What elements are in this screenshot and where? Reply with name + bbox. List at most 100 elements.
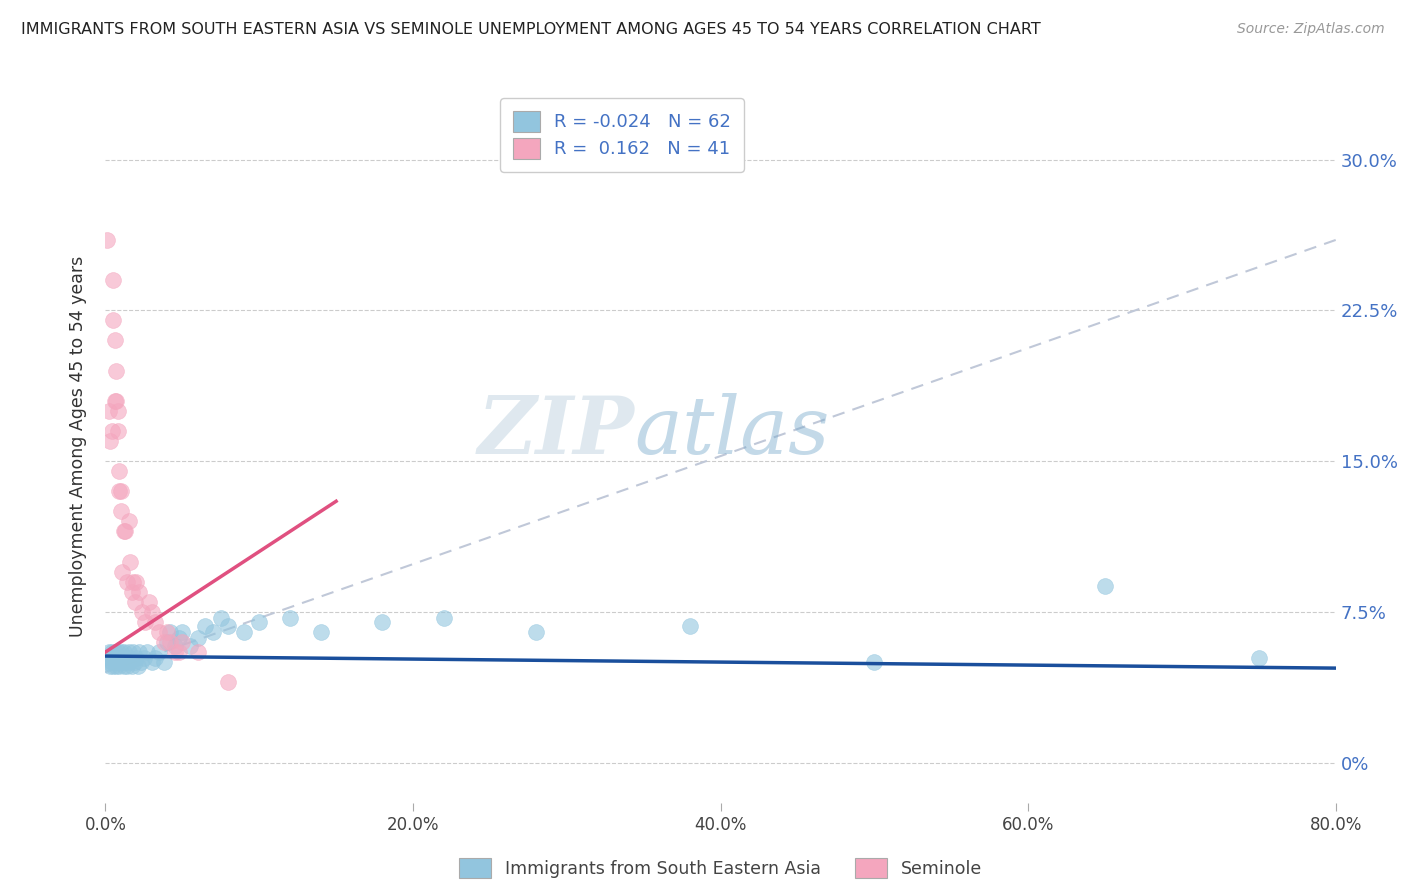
Point <box>179 639 201 653</box>
Point <box>131 605 153 619</box>
Point <box>105 659 128 673</box>
Point <box>105 363 128 377</box>
Point <box>125 574 148 589</box>
Point <box>129 655 152 669</box>
Point <box>136 645 159 659</box>
Point <box>124 655 146 669</box>
Point <box>143 651 166 665</box>
Point <box>679 619 702 633</box>
Point <box>96 655 118 669</box>
Point <box>96 233 118 247</box>
Point <box>98 434 121 448</box>
Point <box>100 645 122 659</box>
Legend: Immigrants from South Eastern Asia, Seminole: Immigrants from South Eastern Asia, Semi… <box>451 849 990 887</box>
Point <box>110 645 132 659</box>
Point <box>163 639 186 653</box>
Point <box>110 484 132 499</box>
Point <box>128 645 150 659</box>
Point <box>433 611 456 625</box>
Point <box>247 615 270 629</box>
Point <box>232 624 254 639</box>
Point <box>117 645 139 659</box>
Point <box>218 619 240 633</box>
Point <box>111 651 134 665</box>
Point <box>371 615 394 629</box>
Point <box>194 619 217 633</box>
Point <box>108 464 131 478</box>
Point <box>104 645 127 659</box>
Point <box>112 659 135 673</box>
Point <box>115 659 138 673</box>
Point <box>105 651 128 665</box>
Point <box>120 651 141 665</box>
Point <box>172 635 194 649</box>
Point <box>101 313 124 327</box>
Point <box>110 504 132 518</box>
Point <box>112 524 135 539</box>
Point <box>107 655 129 669</box>
Point <box>101 659 124 673</box>
Point <box>202 624 225 639</box>
Point <box>108 651 131 665</box>
Point <box>128 584 150 599</box>
Point <box>100 655 122 669</box>
Point <box>98 651 121 665</box>
Point <box>153 655 176 669</box>
Point <box>524 624 547 639</box>
Point <box>104 334 127 348</box>
Point <box>278 611 301 625</box>
Point <box>148 645 170 659</box>
Point <box>97 404 120 418</box>
Point <box>148 624 170 639</box>
Point <box>187 645 209 659</box>
Point <box>117 655 139 669</box>
Point <box>209 611 232 625</box>
Text: IMMIGRANTS FROM SOUTH EASTERN ASIA VS SEMINOLE UNEMPLOYMENT AMONG AGES 45 TO 54 : IMMIGRANTS FROM SOUTH EASTERN ASIA VS SE… <box>21 22 1040 37</box>
Point <box>187 631 209 645</box>
Point <box>1094 579 1116 593</box>
Point <box>309 624 332 639</box>
Point <box>107 645 129 659</box>
Point <box>863 655 886 669</box>
Point <box>138 595 160 609</box>
Text: ZIP: ZIP <box>478 393 634 470</box>
Point <box>97 645 120 659</box>
Point <box>169 645 191 659</box>
Text: atlas: atlas <box>634 393 830 470</box>
Point <box>122 645 145 659</box>
Point <box>159 624 181 639</box>
Point <box>156 624 179 639</box>
Point <box>153 635 176 649</box>
Point <box>100 424 122 438</box>
Point <box>121 584 143 599</box>
Point <box>101 273 124 287</box>
Point <box>120 555 141 569</box>
Point <box>104 393 127 408</box>
Point <box>98 659 121 673</box>
Point <box>159 635 181 649</box>
Point <box>169 631 191 645</box>
Point <box>112 645 135 659</box>
Point <box>107 404 129 418</box>
Point <box>115 574 138 589</box>
Point <box>172 624 194 639</box>
Point <box>218 675 240 690</box>
Point <box>127 659 149 673</box>
Point <box>156 635 179 649</box>
Point <box>114 651 136 665</box>
Point <box>141 605 163 619</box>
Point <box>163 645 186 659</box>
Y-axis label: Unemployment Among Ages 45 to 54 years: Unemployment Among Ages 45 to 54 years <box>69 255 87 637</box>
Point <box>132 651 155 665</box>
Point <box>111 565 134 579</box>
Point <box>134 615 156 629</box>
Point <box>125 651 148 665</box>
Point <box>121 659 143 673</box>
Point <box>114 524 136 539</box>
Point <box>122 574 145 589</box>
Point <box>101 651 124 665</box>
Point <box>105 393 128 408</box>
Point <box>114 655 136 669</box>
Point <box>117 515 139 529</box>
Point <box>108 659 131 673</box>
